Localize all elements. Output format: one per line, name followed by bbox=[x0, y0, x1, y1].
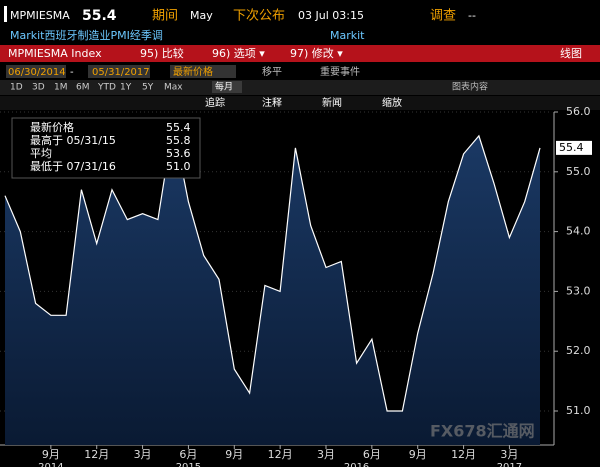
next-label: 下次公布 bbox=[233, 8, 285, 24]
range-bar bbox=[0, 80, 600, 95]
range-button[interactable]: 3D bbox=[32, 83, 45, 93]
last-tag bbox=[556, 140, 592, 155]
modify[interactable]: 97) 修改 ▾ bbox=[290, 46, 343, 60]
range-button[interactable]: 1Y bbox=[120, 83, 132, 93]
x-tick-label: 6月 bbox=[179, 448, 197, 461]
marker bbox=[4, 6, 7, 22]
end-date[interactable]: 05/31/2017 bbox=[92, 67, 150, 78]
ticker: MPMIESMA bbox=[10, 9, 70, 22]
x-tick-label: 12月 bbox=[451, 448, 476, 461]
track[interactable]: 追踪 bbox=[205, 96, 225, 109]
survey-label: 调查 bbox=[430, 9, 456, 24]
x-year-label: 2015 bbox=[176, 462, 201, 467]
smooth[interactable]: 移平 bbox=[262, 65, 282, 78]
legend-box bbox=[11, 117, 201, 179]
source: Markit bbox=[330, 29, 365, 42]
description: Markit西班牙制造业PMI经季调 bbox=[10, 28, 163, 42]
y-tick-label: 51.0 bbox=[566, 404, 591, 417]
options[interactable]: 96) 选项 ▾ bbox=[212, 47, 265, 60]
compare[interactable]: 95) 比较 bbox=[140, 46, 184, 60]
field[interactable]: 最新价格 bbox=[173, 65, 213, 78]
legend-value: 55.4 bbox=[166, 121, 191, 134]
annotate[interactable]: 注释 bbox=[262, 96, 282, 109]
x-year-label: 2016 bbox=[344, 462, 369, 467]
y-tick-label: 53.0 bbox=[566, 284, 591, 297]
events[interactable]: 重要事件 bbox=[320, 65, 360, 78]
range-button[interactable]: 6M bbox=[76, 83, 90, 93]
last-price: 55.4 bbox=[82, 8, 117, 24]
x-tick-label: 3月 bbox=[500, 448, 518, 461]
y-tick-label: 52.0 bbox=[566, 344, 591, 357]
index: MPMIESMA Index bbox=[8, 47, 102, 60]
area bbox=[5, 124, 540, 445]
y-tick-label: 54.0 bbox=[566, 225, 591, 238]
tool-row bbox=[0, 96, 600, 110]
period: May bbox=[190, 9, 213, 22]
legend-value: 55.8 bbox=[166, 134, 191, 147]
x-tick-label: 12月 bbox=[84, 448, 109, 461]
legend-label: 最新价格 bbox=[30, 120, 74, 134]
range-button[interactable]: 5Y bbox=[142, 83, 154, 93]
x-tick-label: 12月 bbox=[268, 448, 293, 461]
x-tick-label: 3月 bbox=[134, 448, 152, 461]
legend-value: 53.6 bbox=[166, 147, 191, 160]
date-box[interactable] bbox=[88, 65, 150, 78]
y-tick-label: 55.0 bbox=[566, 165, 591, 178]
range-button[interactable]: Max bbox=[164, 83, 183, 93]
zoom[interactable]: 缩放 bbox=[382, 96, 402, 109]
range-button[interactable]: YTD bbox=[97, 83, 116, 93]
legend-label: 最低于 07/31/16 bbox=[30, 160, 116, 173]
range-button[interactable]: 1D bbox=[10, 83, 23, 93]
start-date[interactable]: 06/30/2014 bbox=[8, 67, 66, 78]
x-tick-label: 9月 bbox=[409, 448, 427, 461]
line bbox=[4, 123, 541, 412]
news[interactable]: 新闻 bbox=[322, 96, 342, 109]
legend-label: 平均 bbox=[30, 147, 52, 160]
field-box[interactable] bbox=[170, 65, 236, 78]
chart-kind[interactable]: 线图 bbox=[560, 46, 582, 60]
x-year-label: 2014 bbox=[38, 462, 63, 467]
content[interactable]: 图表内容 bbox=[452, 81, 488, 93]
watermark: FX678汇通网 bbox=[430, 422, 535, 441]
x-tick-label: 3月 bbox=[317, 448, 335, 461]
range-button[interactable]: 1M bbox=[54, 83, 68, 93]
toolbar bbox=[0, 45, 600, 62]
dash: - bbox=[70, 67, 74, 78]
legend-value: 51.0 bbox=[166, 160, 191, 173]
date-box[interactable] bbox=[6, 65, 66, 78]
x-year-label: 2017 bbox=[497, 462, 522, 467]
freq[interactable]: 每月 bbox=[215, 81, 233, 93]
legend-label: 最高于 05/31/15 bbox=[30, 133, 116, 147]
x-tick-label: 9月 bbox=[225, 448, 243, 461]
freq-box[interactable] bbox=[212, 81, 242, 93]
next: 03 Jul 03:15 bbox=[298, 9, 364, 22]
header-bar bbox=[0, 0, 600, 28]
period-label: 期间 bbox=[152, 9, 178, 24]
x-tick-label: 6月 bbox=[363, 448, 381, 461]
x-tick-label: 9月 bbox=[42, 448, 60, 461]
last-value-label: 55.4 bbox=[559, 141, 584, 154]
survey: -- bbox=[468, 9, 476, 22]
y-tick-label: 56.0 bbox=[566, 105, 591, 118]
